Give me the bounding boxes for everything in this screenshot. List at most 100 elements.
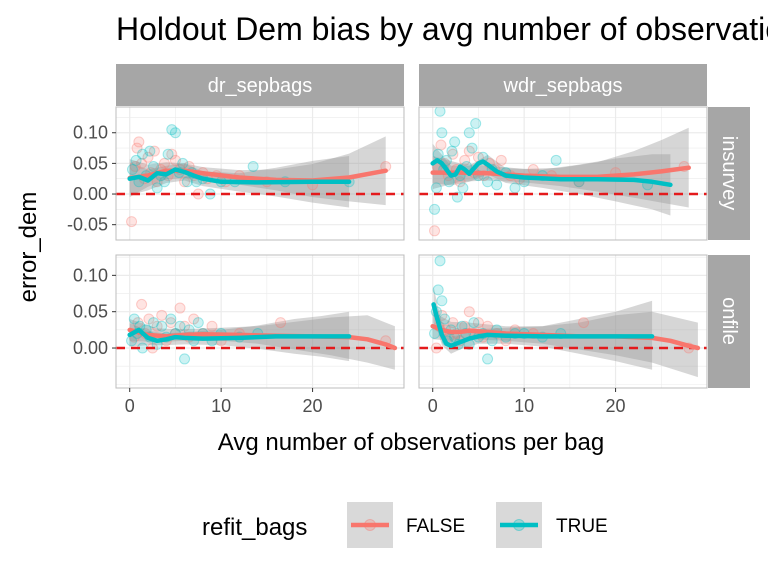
point-true (436, 295, 448, 307)
point-false (129, 160, 141, 172)
panel-border (115, 106, 405, 241)
point-true (509, 182, 521, 194)
panel-dr-insurvey (115, 106, 405, 241)
point-true (137, 148, 149, 160)
y-tick-label: 0.05 (73, 153, 108, 173)
strip-row-1-label: insurvey (718, 136, 740, 210)
panel-wdr-insurvey (418, 106, 708, 241)
panel-dr-onfile (115, 254, 405, 389)
point-false (179, 320, 191, 332)
smooth-line-true (430, 158, 673, 188)
point-false (206, 320, 218, 332)
panel-plot-area (419, 107, 707, 240)
point-true (169, 127, 181, 139)
x-tick-label: 10 (514, 396, 534, 416)
point-true (126, 164, 138, 176)
point-false (151, 176, 163, 188)
strip-col-1 (116, 64, 404, 106)
point-true (151, 182, 163, 194)
point-false (143, 313, 155, 325)
point-false (156, 309, 168, 321)
point-true (446, 145, 458, 157)
point-false (472, 317, 484, 329)
panel-border (115, 254, 405, 389)
y-tick-label: 0.05 (73, 302, 108, 322)
point-true (429, 203, 441, 215)
point-true (482, 176, 494, 188)
x-tick-label: 20 (606, 396, 626, 416)
point-true (430, 182, 442, 194)
point-true (466, 142, 478, 154)
point-true (550, 154, 562, 166)
panel-plot-area (116, 107, 404, 240)
point-false (126, 216, 138, 228)
point-true (162, 148, 174, 160)
point-false (447, 148, 459, 160)
strip-col-2 (419, 64, 707, 106)
point-true (192, 317, 204, 329)
point-true (179, 353, 191, 365)
point-true (156, 320, 168, 332)
panel-wdr-onfile (418, 254, 708, 389)
point-true (463, 127, 475, 139)
x-tick-label: 20 (303, 396, 323, 416)
strip-col-1-label: dr_sepbags (208, 75, 313, 97)
point-false (429, 225, 441, 237)
point-false (463, 306, 475, 318)
point-false (166, 148, 178, 160)
y-tick-label: 0.10 (73, 265, 108, 285)
panel-plot-area (419, 255, 707, 388)
point-true (482, 353, 494, 365)
point-true (174, 320, 186, 332)
band-true (433, 286, 653, 370)
y-tick-label: 0.00 (73, 184, 108, 204)
strip-row-2 (708, 255, 750, 388)
point-false (169, 154, 181, 166)
x-tick-label: 0 (125, 396, 135, 416)
point-false (136, 157, 148, 169)
strip-row-2-label: onfile (718, 297, 740, 345)
point-true (470, 118, 482, 130)
strip-row-1 (708, 107, 750, 240)
x-tick-label: 0 (428, 396, 438, 416)
x-axis-wdr: 0 10 20 (428, 388, 626, 416)
point-true (434, 107, 446, 117)
x-axis-title: Avg number of observations per bag (218, 429, 604, 456)
legend-key-point (364, 519, 376, 531)
point-true (181, 176, 193, 188)
point-false (132, 317, 144, 329)
point-false (136, 298, 148, 310)
point-true (128, 313, 140, 325)
legend-key-true (496, 502, 542, 548)
point-false (578, 317, 590, 329)
panel-border (418, 106, 708, 241)
point-true (247, 160, 259, 172)
point-true (147, 160, 159, 172)
band-false (129, 315, 395, 370)
point-true (439, 313, 451, 325)
point-false (165, 317, 177, 329)
band-false (129, 136, 386, 206)
point-false (151, 320, 163, 332)
panel-background (116, 255, 404, 388)
point-false (447, 317, 459, 329)
point-false (174, 302, 186, 314)
point-true (443, 176, 455, 188)
point-true (436, 127, 448, 139)
point-true (468, 317, 480, 329)
point-false (133, 136, 145, 148)
point-true (158, 176, 170, 188)
band-false (432, 311, 698, 378)
legend-key-point (513, 519, 525, 531)
panel-border (418, 254, 708, 389)
y-axis-onfile: 0.00 0.05 0.10 (73, 265, 116, 358)
point-false (179, 176, 191, 188)
panel-background (419, 255, 707, 388)
point-false (463, 145, 475, 157)
point-false (495, 154, 507, 166)
y-axis-title: error_dem (15, 192, 42, 303)
smooth-line-true (127, 167, 352, 185)
point-true (434, 255, 446, 267)
y-tick-label: 0.10 (73, 123, 108, 143)
point-false (275, 317, 287, 329)
